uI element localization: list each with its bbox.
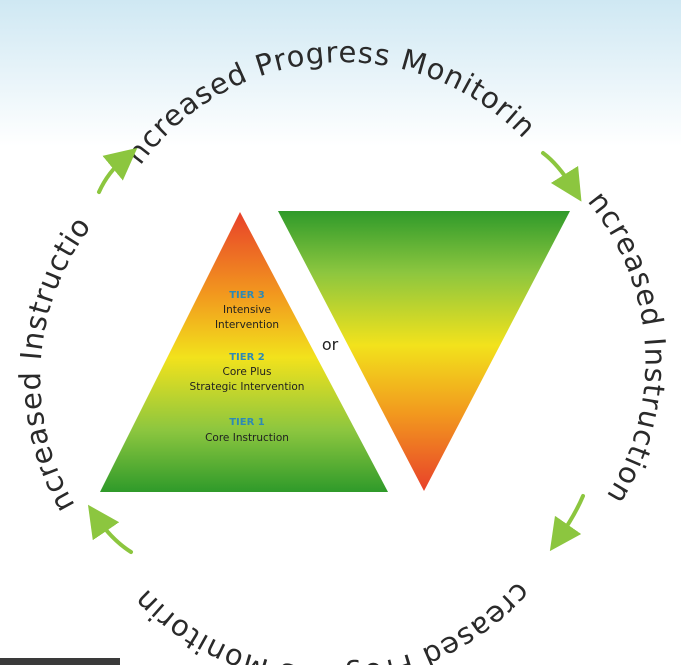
tier-3-line-2: Intervention: [215, 319, 279, 331]
cycle-arrow-top-right-icon: [541, 151, 582, 202]
cycle-arrow-bottom-right-icon: [549, 494, 585, 552]
bottom-edge-shadow: [0, 658, 120, 665]
cycle-arrow-bottom-left-icon: [87, 504, 133, 554]
cycle-arrow-top-left-icon: [97, 147, 138, 194]
inverted-tier-triangle: [278, 211, 570, 491]
tier-2-line-2: Strategic Intervention: [190, 381, 305, 393]
tier-pyramid: [100, 212, 388, 492]
tier-2-heading: TIER 2: [229, 352, 265, 363]
tier-3-heading: TIER 3: [229, 290, 265, 301]
tier-2-line-1: Core Plus: [222, 366, 271, 378]
or-connector: or: [322, 335, 339, 354]
tier-3-line-1: Intensive: [223, 304, 271, 316]
tier-1-heading: TIER 1: [229, 417, 265, 428]
tier-1-line-1: Core Instruction: [205, 432, 289, 444]
